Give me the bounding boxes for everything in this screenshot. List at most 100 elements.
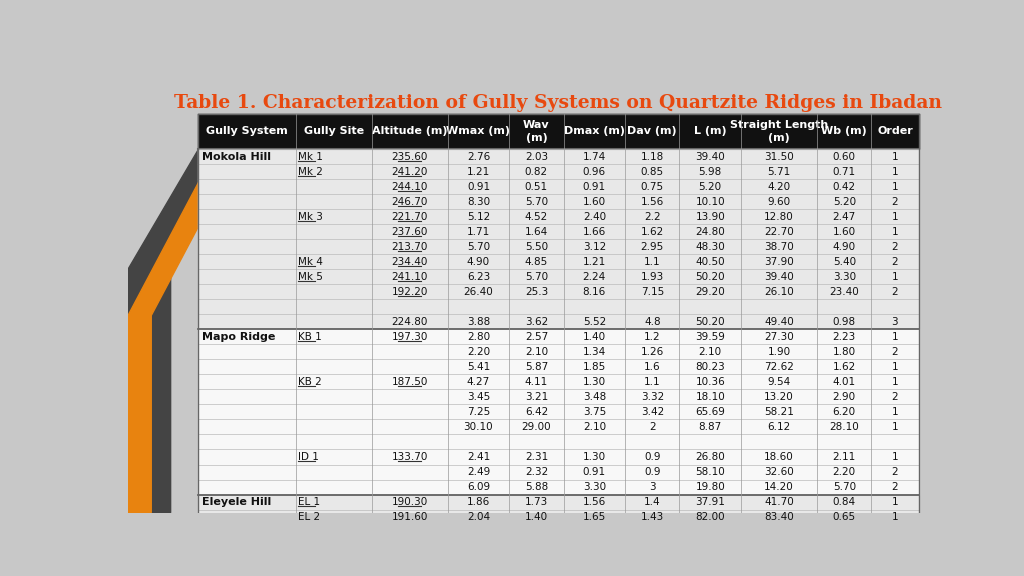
Text: 1: 1 bbox=[892, 166, 898, 177]
Text: 5.70: 5.70 bbox=[525, 197, 548, 207]
Text: 1.1: 1.1 bbox=[644, 257, 660, 267]
Text: 241.20: 241.20 bbox=[391, 166, 428, 177]
Text: 1.43: 1.43 bbox=[641, 512, 664, 522]
Text: Mk 3: Mk 3 bbox=[298, 212, 323, 222]
Text: KB 1: KB 1 bbox=[298, 332, 322, 342]
Text: 4.27: 4.27 bbox=[467, 377, 490, 387]
Text: 4.01: 4.01 bbox=[833, 377, 856, 387]
Text: 10.10: 10.10 bbox=[695, 197, 725, 207]
Text: 3: 3 bbox=[892, 317, 898, 327]
Text: 1: 1 bbox=[892, 182, 898, 192]
Text: 2.95: 2.95 bbox=[641, 242, 664, 252]
Text: 50.20: 50.20 bbox=[695, 317, 725, 327]
Text: 2: 2 bbox=[892, 347, 898, 357]
Text: ID 1: ID 1 bbox=[298, 452, 318, 462]
Text: 10.36: 10.36 bbox=[695, 377, 725, 387]
Text: 190.30: 190.30 bbox=[391, 497, 428, 507]
Bar bbox=[198, 224, 919, 239]
Bar bbox=[198, 300, 919, 314]
Text: 8.16: 8.16 bbox=[583, 287, 606, 297]
Text: 65.69: 65.69 bbox=[695, 407, 725, 417]
Text: 1.85: 1.85 bbox=[583, 362, 606, 372]
Text: 246.70: 246.70 bbox=[391, 197, 428, 207]
Text: Mk 2: Mk 2 bbox=[298, 166, 323, 177]
Text: 197.30: 197.30 bbox=[391, 332, 428, 342]
Text: 28.10: 28.10 bbox=[829, 422, 859, 432]
Text: 2.11: 2.11 bbox=[833, 452, 856, 462]
Bar bbox=[198, 209, 919, 224]
Text: 2: 2 bbox=[892, 257, 898, 267]
Bar bbox=[198, 285, 919, 300]
Text: 83.40: 83.40 bbox=[764, 512, 794, 522]
Text: 0.9: 0.9 bbox=[644, 467, 660, 477]
Text: 5.70: 5.70 bbox=[833, 482, 856, 492]
Bar bbox=[198, 270, 919, 285]
Text: 32.60: 32.60 bbox=[764, 467, 794, 477]
Text: 38.70: 38.70 bbox=[764, 242, 794, 252]
Text: Mapo Ridge: Mapo Ridge bbox=[202, 332, 275, 342]
Text: 1.30: 1.30 bbox=[583, 377, 606, 387]
Text: 0.96: 0.96 bbox=[583, 166, 606, 177]
Text: 1: 1 bbox=[892, 151, 898, 162]
Text: 2.40: 2.40 bbox=[583, 212, 606, 222]
Text: 1.90: 1.90 bbox=[768, 347, 791, 357]
Bar bbox=[198, 194, 919, 209]
Text: 0.84: 0.84 bbox=[833, 497, 856, 507]
Text: 3.42: 3.42 bbox=[641, 407, 664, 417]
Text: 37.91: 37.91 bbox=[695, 497, 725, 507]
Text: 18.60: 18.60 bbox=[764, 452, 794, 462]
Text: 41.70: 41.70 bbox=[764, 497, 794, 507]
Text: 1.62: 1.62 bbox=[641, 227, 664, 237]
Text: 1: 1 bbox=[892, 422, 898, 432]
Text: 6.20: 6.20 bbox=[833, 407, 856, 417]
Text: 37.90: 37.90 bbox=[764, 257, 794, 267]
Bar bbox=[198, 329, 919, 344]
Text: 1: 1 bbox=[892, 332, 898, 342]
Text: 5.41: 5.41 bbox=[467, 362, 490, 372]
Text: 5.40: 5.40 bbox=[833, 257, 856, 267]
Text: 187.50: 187.50 bbox=[391, 377, 428, 387]
Text: 2.23: 2.23 bbox=[833, 332, 856, 342]
Text: 48.30: 48.30 bbox=[695, 242, 725, 252]
Bar bbox=[198, 344, 919, 359]
Bar bbox=[198, 255, 919, 270]
Text: 2.76: 2.76 bbox=[467, 151, 490, 162]
Text: 2.03: 2.03 bbox=[525, 151, 548, 162]
Text: Gully System: Gully System bbox=[206, 127, 288, 137]
Text: 2.10: 2.10 bbox=[525, 347, 548, 357]
Text: 26.40: 26.40 bbox=[464, 287, 494, 297]
Text: 8.87: 8.87 bbox=[698, 422, 722, 432]
Text: 5.88: 5.88 bbox=[524, 482, 548, 492]
Text: EL 1: EL 1 bbox=[298, 497, 319, 507]
Text: 235.60: 235.60 bbox=[391, 151, 428, 162]
Text: Mk 5: Mk 5 bbox=[298, 272, 323, 282]
Text: 0.85: 0.85 bbox=[641, 166, 664, 177]
Text: 5.52: 5.52 bbox=[583, 317, 606, 327]
Text: 7.15: 7.15 bbox=[641, 287, 664, 297]
Text: Wmax (m): Wmax (m) bbox=[446, 127, 510, 137]
Text: 1: 1 bbox=[892, 212, 898, 222]
Text: 1.93: 1.93 bbox=[641, 272, 664, 282]
Bar bbox=[198, 419, 919, 434]
Text: 1.73: 1.73 bbox=[524, 497, 548, 507]
Text: 3.48: 3.48 bbox=[583, 392, 606, 402]
Text: Straight Length
(m): Straight Length (m) bbox=[730, 120, 828, 143]
Text: 9.60: 9.60 bbox=[768, 197, 791, 207]
Bar bbox=[198, 449, 919, 464]
Text: 1.66: 1.66 bbox=[583, 227, 606, 237]
Text: 0.60: 0.60 bbox=[833, 151, 856, 162]
Text: 213.70: 213.70 bbox=[391, 242, 428, 252]
Text: 2: 2 bbox=[892, 287, 898, 297]
Text: 31.50: 31.50 bbox=[764, 151, 794, 162]
Text: 1.56: 1.56 bbox=[583, 497, 606, 507]
Text: 2.10: 2.10 bbox=[583, 422, 606, 432]
Text: L (m): L (m) bbox=[694, 127, 727, 137]
Text: 1: 1 bbox=[892, 377, 898, 387]
Text: 58.21: 58.21 bbox=[764, 407, 794, 417]
Text: 1.30: 1.30 bbox=[583, 452, 606, 462]
Text: 5.20: 5.20 bbox=[833, 197, 856, 207]
Text: Eleyele Hill: Eleyele Hill bbox=[202, 497, 271, 507]
Text: 2.90: 2.90 bbox=[833, 392, 856, 402]
Text: 4.11: 4.11 bbox=[524, 377, 548, 387]
Bar bbox=[198, 179, 919, 194]
